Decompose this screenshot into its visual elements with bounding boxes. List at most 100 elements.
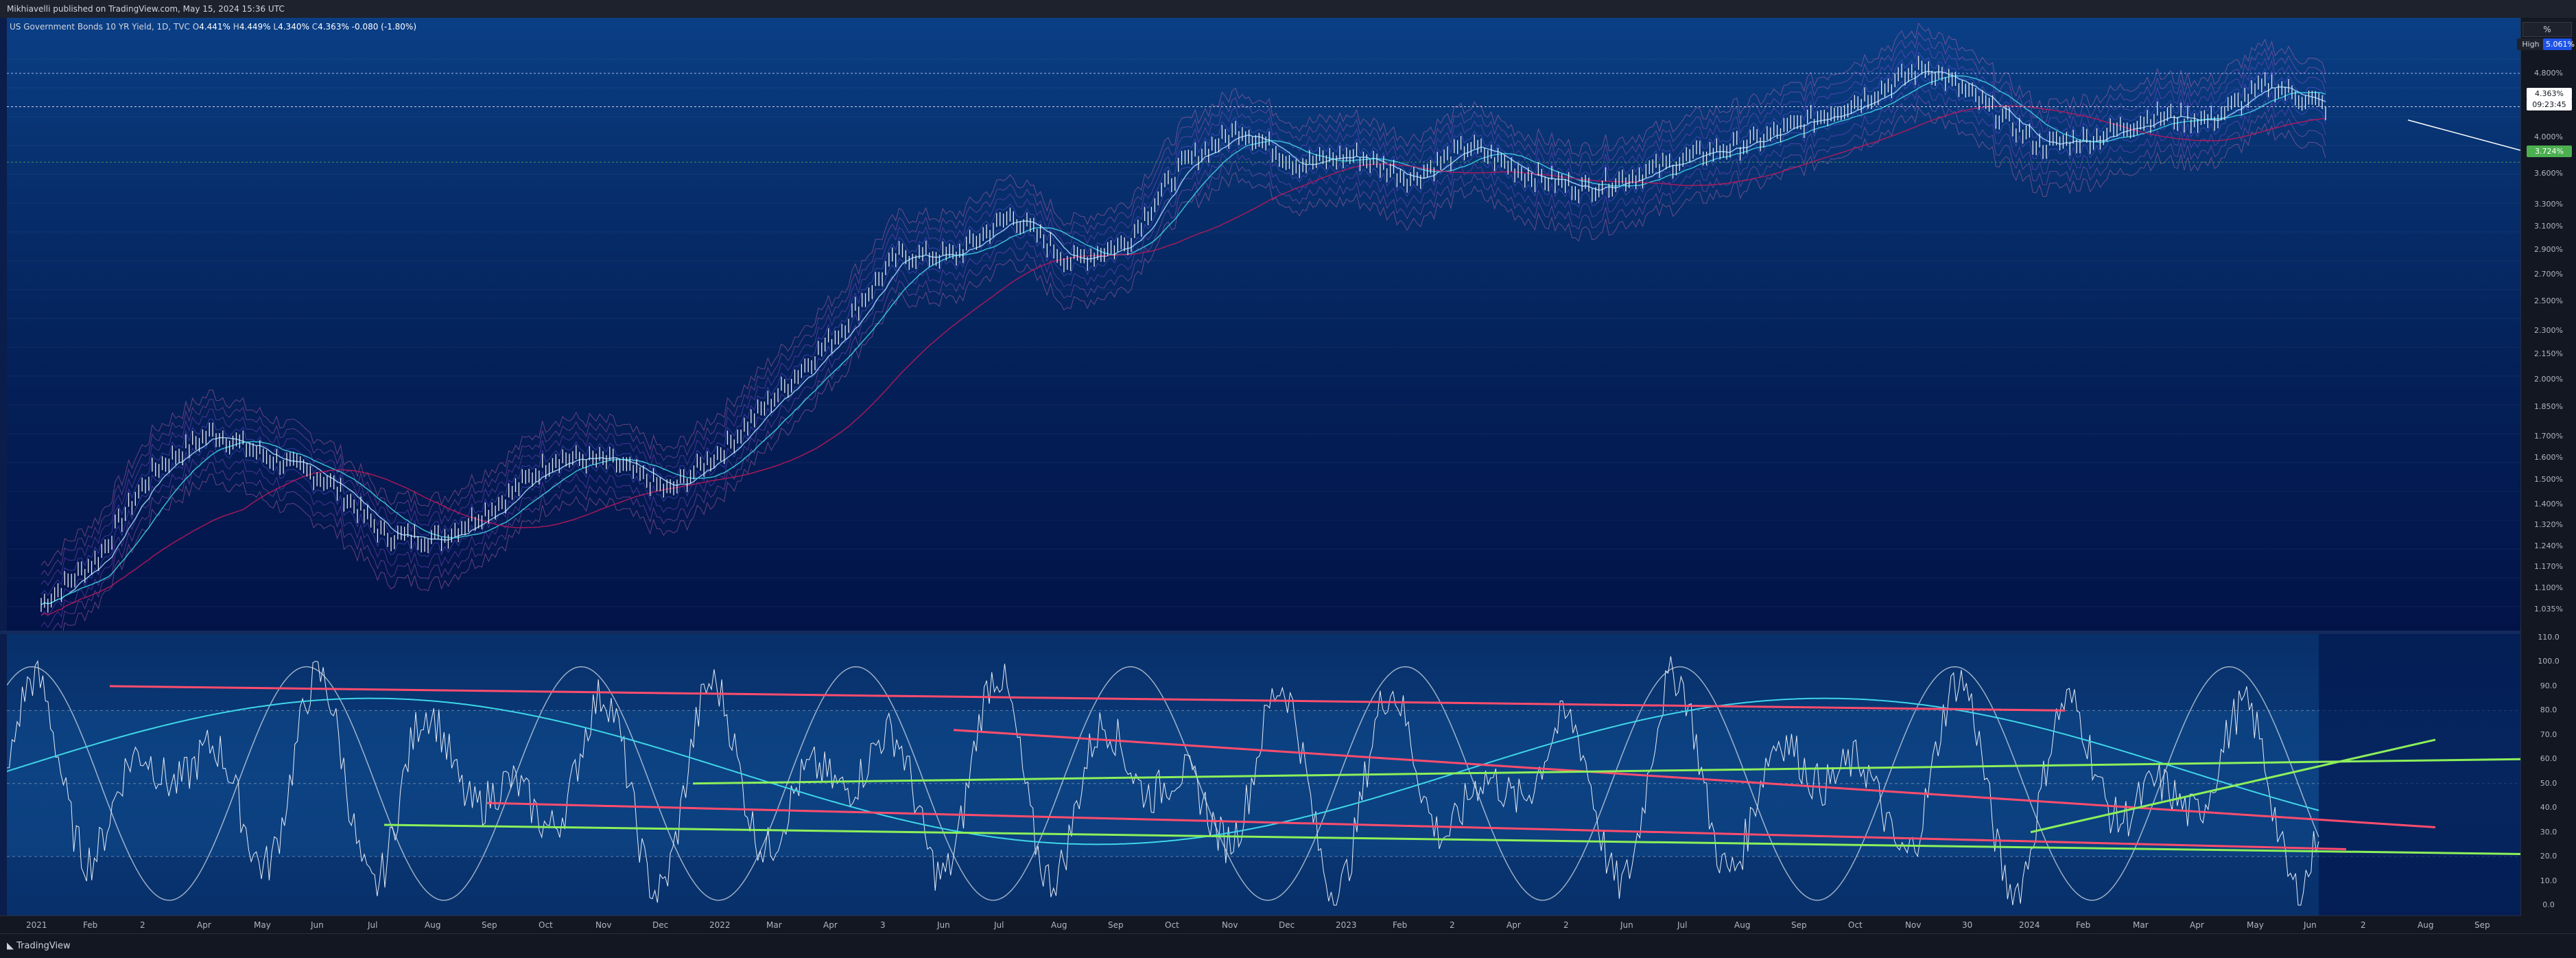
price-tick-label: 1.035% xyxy=(2534,605,2563,614)
price-tick-label: 2.900% xyxy=(2534,244,2563,254)
legend-close-label: C xyxy=(311,22,318,32)
symbol-legend[interactable]: US Government Bonds 10 YR Yield, 1D, TVC… xyxy=(10,22,416,32)
time-axis-label: 3 xyxy=(880,920,886,930)
time-axis-label: Jun xyxy=(311,920,324,930)
oscillator-chart-svg[interactable] xyxy=(7,634,2521,915)
moving-average-line xyxy=(40,71,2326,606)
time-axis-label: 2 xyxy=(1563,920,1569,930)
time-axis-label: Apr xyxy=(1506,920,1521,930)
oscillator-trend-line xyxy=(486,802,2347,850)
oscillator-fast-line xyxy=(7,656,2319,906)
price-tick-label: 4.800% xyxy=(2534,68,2563,78)
level-badge: 3.724% xyxy=(2527,145,2572,157)
price-tick-label: 1.700% xyxy=(2534,431,2563,441)
price-tick-label: 3.100% xyxy=(2534,221,2563,231)
oscillator-trend-line xyxy=(692,758,2521,785)
oscillator-signal-line xyxy=(7,697,2319,845)
legend-open: 4.441% xyxy=(199,22,231,32)
oscillator-tick-label: 30.0 xyxy=(2540,827,2557,837)
time-axis-label: 2023 xyxy=(1336,920,1357,930)
oscillator-tick-label: 110.0 xyxy=(2538,633,2560,642)
price-tick-label: 2.500% xyxy=(2534,296,2563,306)
high-value-badge: 5.061% xyxy=(2543,38,2575,50)
lower-band-line xyxy=(40,72,2326,617)
time-axis-label: 30 xyxy=(1962,920,1973,930)
trend-line xyxy=(2407,119,2521,151)
time-axis-label: Feb xyxy=(2076,920,2091,930)
time-axis-label: Oct xyxy=(1848,920,1863,930)
price-tick-label: 3.300% xyxy=(2534,199,2563,209)
time-axis-label: Aug xyxy=(1734,920,1751,930)
oscillator-band xyxy=(7,710,2521,857)
oscillator-tick-label: 20.0 xyxy=(2540,852,2557,861)
price-tick-label: 3.600% xyxy=(2534,169,2563,178)
upper-band-line xyxy=(40,32,2326,576)
time-axis-label: Apr xyxy=(197,920,211,930)
upper-band-line xyxy=(40,51,2326,596)
time-axis-label: Jul xyxy=(1677,920,1688,930)
time-axis-label: Sep xyxy=(2474,920,2490,930)
oscillator-slow-line xyxy=(7,666,2319,901)
oscillator-tick-label: 80.0 xyxy=(2540,705,2557,715)
price-tick-label: 1.170% xyxy=(2534,562,2563,572)
oscillator-trend-line xyxy=(953,729,2436,829)
time-axis-label: Sep xyxy=(1791,920,1807,930)
legend-open-label: O xyxy=(192,22,200,32)
last-price-badge: 4.363% xyxy=(2527,88,2572,100)
time-axis-label: Nov xyxy=(1222,920,1238,930)
legend-high: 4.449% xyxy=(239,22,271,32)
time-axis-label: Jun xyxy=(937,920,950,930)
upper-band-line xyxy=(40,41,2326,586)
upper-band-line xyxy=(40,22,2326,567)
lower-band-line xyxy=(40,83,2326,629)
price-tick-label: 1.600% xyxy=(2534,452,2563,462)
price-tick-label: 2.150% xyxy=(2534,349,2563,359)
time-scale[interactable]: 2021 Feb 2 Apr May Jun Jul Aug Sep Oct Nov Dec 2022 M… xyxy=(0,915,2521,934)
time-axis-label: Aug xyxy=(1051,920,1067,930)
moving-average-line xyxy=(40,105,2326,616)
time-axis-label: Aug xyxy=(2418,920,2434,930)
price-tick-label: 1.500% xyxy=(2534,475,2563,484)
time-axis-label: Jul xyxy=(994,920,1004,930)
time-axis-label: Feb xyxy=(83,920,98,930)
oscillator-pane[interactable] xyxy=(7,634,2521,915)
price-tick-label: 2.700% xyxy=(2534,269,2563,279)
time-axis-label: Sep xyxy=(1108,920,1124,930)
oscillator-trend-line xyxy=(2030,738,2436,834)
legend-high-label: H xyxy=(233,22,239,32)
time-axis-label: Oct xyxy=(539,920,553,930)
oscillator-tick-label: 100.0 xyxy=(2538,657,2560,666)
price-chart-svg[interactable] xyxy=(7,18,2521,631)
price-tick-label: 2.000% xyxy=(2534,374,2563,384)
time-axis-label: Nov xyxy=(1905,920,1922,930)
tv-icon: ◣ xyxy=(7,941,17,951)
price-tick-label: 1.100% xyxy=(2534,583,2563,593)
lower-band-line xyxy=(62,106,2326,631)
symbol-title[interactable]: US Government Bonds 10 YR Yield, 1D, TVC xyxy=(10,22,190,32)
price-pane[interactable] xyxy=(7,18,2521,631)
time-axis-label: 2 xyxy=(140,920,145,930)
price-tick-label: 4.000% xyxy=(2534,132,2563,141)
oscillator-future-zone xyxy=(2319,634,2521,915)
time-axis-label: Apr xyxy=(823,920,838,930)
price-tick-label: 2.300% xyxy=(2534,325,2563,335)
time-axis-label: Dec xyxy=(652,920,669,930)
moving-average-line xyxy=(40,75,2326,606)
oscillator-trend-line xyxy=(383,823,2521,856)
oscillator-trend-line xyxy=(109,685,2066,712)
time-axis-label: Mar xyxy=(766,920,782,930)
pane-divider[interactable] xyxy=(0,631,2576,634)
currency-unit-button[interactable]: % xyxy=(2522,22,2572,37)
price-scale[interactable]: 4.800% 4.000% 3.600% 3.300% 3.100% 2.900% 2.70… xyxy=(2520,18,2576,933)
brand-name: TradingView xyxy=(16,941,71,951)
time-axis-label: 2024 xyxy=(2019,920,2040,930)
time-axis-label: Nov xyxy=(595,920,612,930)
tradingview-logo[interactable]: ◣ TradingView xyxy=(7,941,71,951)
oscillator-tick-label: 40.0 xyxy=(2540,803,2557,813)
time-axis-label: Feb xyxy=(1393,920,1408,930)
time-axis-label: Jun xyxy=(1620,920,1633,930)
price-tick-label: 1.240% xyxy=(2534,541,2563,551)
footer: ◣ TradingView xyxy=(0,933,2576,958)
time-axis-label: 2021 xyxy=(26,920,47,930)
high-label-badge: High xyxy=(2517,38,2544,50)
